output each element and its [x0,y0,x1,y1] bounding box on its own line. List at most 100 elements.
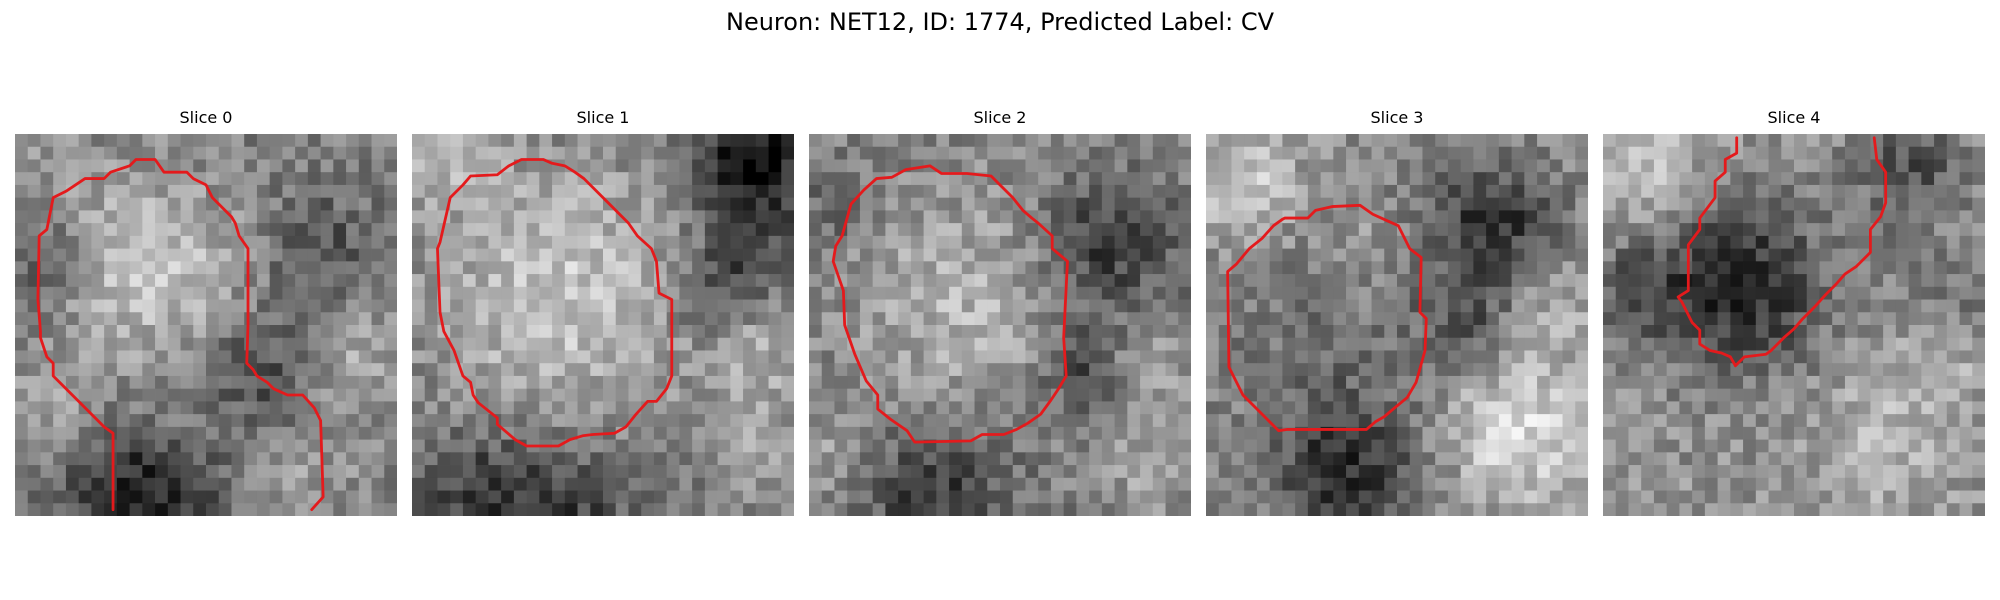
pixel [384,184,397,199]
pixel [53,337,67,351]
pixel [1473,388,1487,402]
pixel [1447,286,1462,300]
pixel [1012,159,1026,173]
pixel [1498,134,1512,148]
pixel [1038,388,1052,402]
pixel [987,465,1001,479]
pixel [450,159,464,173]
pixel [65,146,80,160]
pixel [1603,465,1617,479]
pixel [1422,299,1436,313]
pixel [256,134,271,148]
pixel [1127,134,1141,148]
pixel [577,299,591,313]
pixel [333,312,347,326]
pixel [974,159,988,173]
pixel [1562,286,1576,300]
pixel [1832,325,1846,339]
pixel [384,134,397,148]
pixel [167,490,181,504]
pixel [1101,363,1115,377]
pixel [1076,235,1090,249]
pixel [475,146,489,160]
pixel [1755,414,1769,428]
pixel [462,426,477,440]
pixel [1806,312,1820,326]
pixel [641,197,655,211]
pixel [320,134,334,148]
pixel [1473,337,1487,351]
pixel [1063,223,1077,237]
pixel [282,503,296,516]
pixel [666,197,680,211]
pixel [539,477,553,491]
pixel [1908,452,1922,466]
pixel [1384,477,1398,491]
pixel [1320,477,1334,491]
pixel [104,274,118,288]
pixel [1755,503,1769,516]
pixel [1921,146,1935,160]
pixel [244,490,258,504]
pixel [1537,274,1551,288]
pixel [743,286,757,300]
pixel [1575,286,1588,300]
pixel [1114,426,1128,440]
pixel [307,503,321,516]
pixel [1755,363,1769,377]
pixel [526,210,540,224]
pixel [307,388,321,402]
pixel [949,210,963,224]
pixel [371,312,385,326]
pixel [282,363,296,377]
slice-title-0: Slice 0 [179,108,233,127]
pixel [1908,248,1922,262]
pixel [1730,210,1744,224]
pixel [1959,299,1973,313]
pixel [692,197,706,211]
pixel [1435,452,1449,466]
pixel [320,465,334,479]
pixel [1256,375,1271,390]
pixel [1666,452,1680,466]
pixel [1384,248,1398,262]
pixel [1256,490,1271,504]
pixel [1152,477,1166,491]
pixel [1076,223,1090,237]
pixel [1063,134,1077,148]
pixel [1447,414,1462,428]
pixel [1089,426,1103,440]
pixel [653,223,668,237]
pixel [1934,286,1948,300]
pixel [180,414,194,428]
pixel [872,261,886,275]
pixel [1666,350,1680,364]
pixel [256,363,271,377]
pixel [358,388,372,402]
pixel [1883,490,1897,504]
pixel [1231,312,1245,326]
pixel [1511,197,1525,211]
pixel [450,134,464,148]
pixel [1921,299,1935,313]
pixel [1295,363,1309,377]
pixel [1025,134,1039,148]
pixel [1972,286,1985,300]
pixel [923,223,937,237]
pixel [1895,210,1909,224]
pixel [641,248,655,262]
pixel [628,159,642,173]
pixel [987,235,1001,249]
pixel [1000,414,1014,428]
pixel [552,197,566,211]
pixel [1460,274,1474,288]
pixel [692,388,706,402]
pixel [1511,426,1525,440]
pixel [180,159,194,173]
pixel [1537,439,1551,453]
pixel [104,477,118,491]
pixel [142,134,156,148]
pixel [1704,503,1718,516]
pixel [1114,477,1128,491]
pixel [424,134,438,148]
